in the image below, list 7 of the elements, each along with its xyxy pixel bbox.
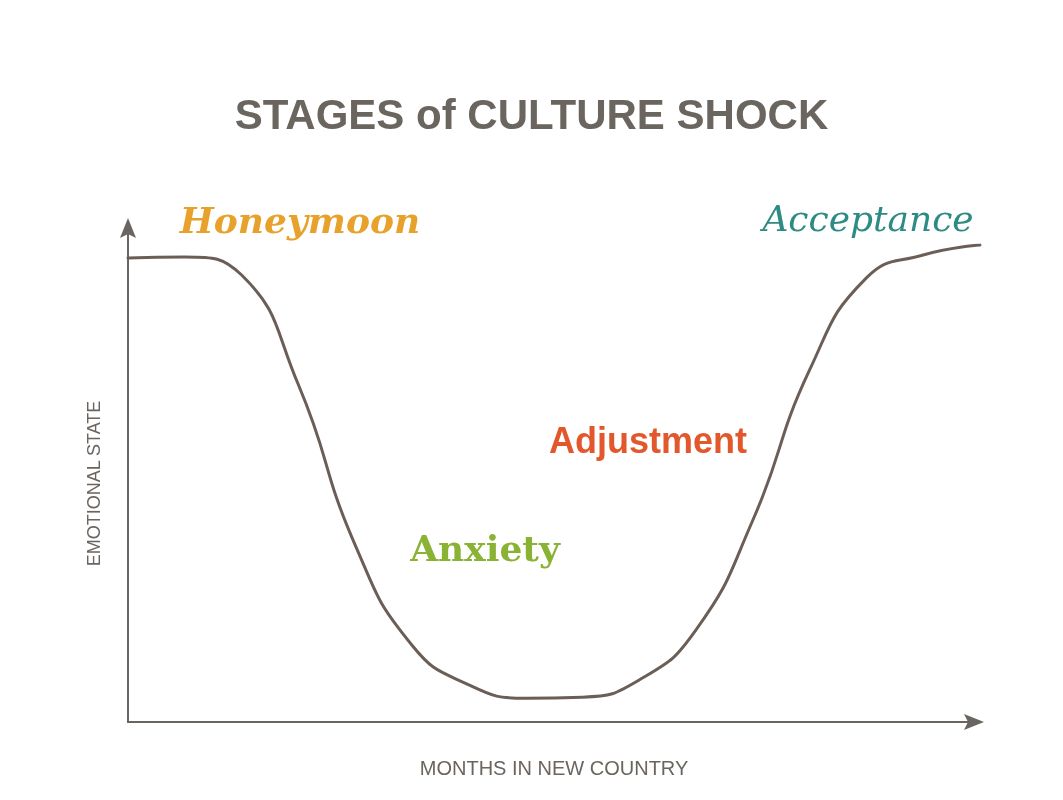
chart-title: STAGES of CULTURE SHOCK — [234, 90, 829, 138]
annotation: Anxiety — [409, 527, 561, 569]
y-axis-title: EMOTIONAL STATE — [84, 400, 104, 567]
x-axis-title: MONTHS IN NEW COUNTRY — [419, 757, 689, 779]
text: Acceptance — [759, 197, 974, 239]
annotation: Adjustment — [549, 419, 748, 461]
text: Honeymoon — [178, 199, 421, 241]
